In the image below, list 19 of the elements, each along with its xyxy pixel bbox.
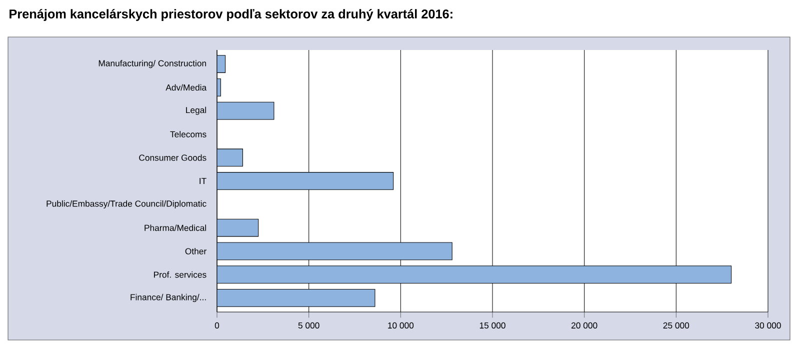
x-tick-label: 5 000 [298, 322, 320, 329]
y-tick-label: Manufacturing/ Construction [98, 60, 206, 68]
x-tick-label: 25 000 [663, 322, 690, 329]
y-tick-label: Legal [186, 106, 206, 115]
x-tick-label: 20 000 [572, 322, 598, 329]
x-tick-label: 0 [214, 322, 220, 329]
chart-title: Prenájom kancelárskych priestorov podľa sektorov za druhý kvartál 2016: [10, 9, 452, 21]
x-tick-label: 10 000 [388, 322, 414, 329]
x-tick-label: 15 000 [480, 322, 506, 329]
y-tick-label: Finance/ Banking/... [130, 294, 206, 302]
y-tick-label: Pharma/Medical [144, 224, 206, 231]
y-tick-label: Consumer Goods [139, 154, 206, 161]
y-tick-label: Other [185, 248, 206, 254]
y-tick-label: Telecoms [170, 131, 206, 138]
y-tick-label: IT [200, 178, 206, 184]
y-tick-label: Adv/Media [166, 84, 207, 91]
y-tick-label: Public/Embassy/Trade Council/Diplomatic [46, 200, 206, 208]
x-tick-label: 30 000 [755, 322, 781, 329]
y-tick-label: Prof. services [154, 271, 206, 278]
